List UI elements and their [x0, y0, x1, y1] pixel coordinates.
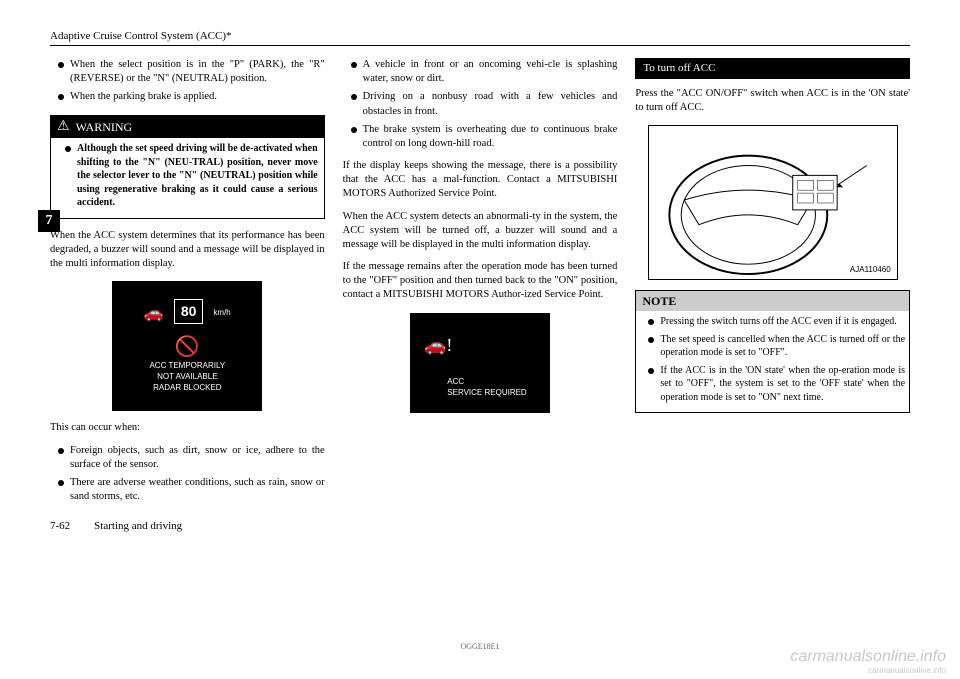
warning-label: WARNING [76, 119, 133, 135]
dash-line1: ACC TEMPORARILY [144, 361, 231, 372]
content-columns: When the select position is in the "P" (… [50, 58, 910, 508]
dash-speed: 80 [174, 299, 204, 324]
list-item-text: There are adverse weather conditions, su… [70, 476, 325, 504]
dash-unit: km/h [213, 308, 230, 319]
col2-top-list: A vehicle in front or an oncoming vehi-c… [343, 58, 618, 151]
bullet-icon [648, 319, 654, 325]
warning-box: ⚠ WARNING Although the set speed driving… [50, 115, 325, 219]
list-item-text: A vehicle in front or an oncoming vehi-c… [363, 58, 618, 86]
list-item-text: The brake system is overheating due to c… [363, 123, 618, 151]
page-header: Adaptive Cruise Control System (ACC)* [50, 30, 910, 46]
note-item: If the ACC is in the 'ON state' when the… [660, 364, 905, 405]
service-figure: 🚗! ACC SERVICE REQUIRED [410, 313, 550, 413]
col1-bottom-list: Foreign objects, such as dirt, snow or i… [50, 444, 325, 505]
col2-para3: If the message remains after the operati… [343, 260, 618, 303]
list-item-text: When the select position is in the "P" (… [70, 58, 325, 86]
bullet-icon [58, 94, 64, 100]
note-box: NOTE Pressing the switch turns off the A… [635, 290, 910, 413]
warning-text: Although the set speed driving will be d… [77, 142, 318, 210]
page-container: Adaptive Cruise Control System (ACC)* 7 … [0, 0, 960, 552]
bullet-icon [58, 448, 64, 454]
col1-para1: When the ACC system determines that its … [50, 229, 325, 272]
column-3: To turn off ACC Press the "ACC ON/OFF" s… [635, 58, 910, 508]
col1-top-list: When the select position is in the "P" (… [50, 58, 325, 105]
watermark-main: carmanualsonline.info [790, 648, 946, 665]
col2-para2: When the ACC system detects an abnormali… [343, 210, 618, 253]
list-item-text: When the parking brake is applied. [70, 90, 217, 104]
note-item: Pressing the switch turns off the ACC ev… [660, 315, 896, 329]
column-2: A vehicle in front or an oncoming vehi-c… [343, 58, 618, 508]
section-tab: 7 [38, 210, 60, 232]
dash-line3: RADAR BLOCKED [144, 383, 231, 394]
list-item-text: Driving on a nonbusy road with a few veh… [363, 90, 618, 118]
note-item: The set speed is cancelled when the ACC … [660, 333, 905, 360]
service-warning-icon: 🚗! [424, 333, 452, 357]
list-item-text: Foreign objects, such as dirt, snow or i… [70, 444, 325, 472]
dashboard-figure: 🚗 80 km/h 🚫 ACC TEMPORARILY NOT AVAILABL… [112, 281, 262, 411]
bullet-icon [65, 146, 71, 152]
bullet-icon [351, 94, 357, 100]
section-title-bar: To turn off ACC [635, 58, 910, 79]
col1-para2: This can occur when: [50, 421, 325, 435]
warning-body: Although the set speed driving will be d… [51, 138, 324, 218]
dash-content: 🚗 80 km/h 🚫 ACC TEMPORARILY NOT AVAILABL… [138, 293, 237, 399]
warning-icon: ⚠ [57, 118, 70, 137]
radar-car-icon: 🚗 [144, 303, 164, 325]
blocked-icon: 🚫 [144, 334, 231, 361]
bullet-icon [648, 368, 654, 374]
footer-page-number: 7-62 [50, 520, 70, 532]
steering-wheel-svg [649, 126, 897, 279]
svc-line2: SERVICE REQUIRED [447, 388, 526, 399]
bullet-icon [351, 127, 357, 133]
col3-para1: Press the "ACC ON/OFF" switch when ACC i… [635, 87, 910, 115]
svc-line1: ACC [447, 377, 526, 388]
dash-line2: NOT AVAILABLE [144, 372, 231, 383]
bullet-icon [648, 337, 654, 343]
footer-section-name: Starting and driving [94, 520, 182, 532]
figure-label: AJA110460 [850, 265, 891, 276]
bullet-icon [351, 62, 357, 68]
warning-header: ⚠ WARNING [51, 116, 324, 139]
bullet-icon [58, 480, 64, 486]
footer-doc-code: OGGE18E1 [460, 642, 499, 651]
watermark-sub: carmanualsonline.info [790, 666, 946, 675]
watermark: carmanualsonline.info carmanualsonline.i… [790, 648, 946, 675]
note-header: NOTE [636, 291, 909, 311]
note-body: Pressing the switch turns off the ACC ev… [636, 311, 909, 412]
steering-wheel-figure: AJA110460 [648, 125, 898, 280]
col2-para1: If the display keeps showing the message… [343, 159, 618, 202]
column-1: When the select position is in the "P" (… [50, 58, 325, 508]
page-footer: 7-62 Starting and driving [50, 520, 910, 532]
bullet-icon [58, 62, 64, 68]
